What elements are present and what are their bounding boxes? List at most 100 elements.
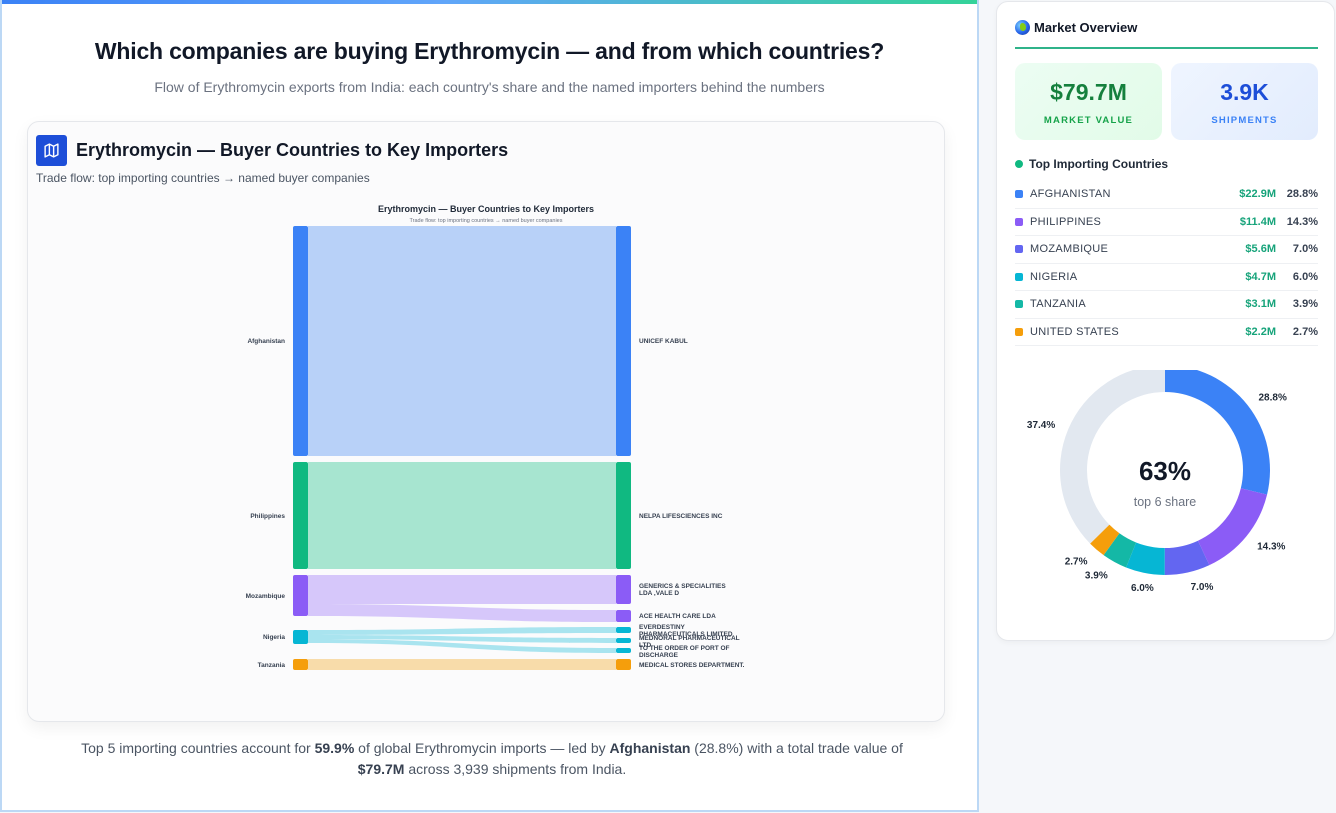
color-swatch-icon [1015,190,1023,199]
label-generics-line2: LDA ,VALE D [639,590,679,597]
kpi-shipments-label: SHIPMENTS [1211,115,1278,126]
country-row-philippines[interactable]: PHILIPPINES $11.4M 14.3% [1015,209,1318,236]
label-port-line1: TO THE ORDER OF PORT OF [639,645,730,652]
sankey-target-labels: UNICEF KABUL NELPA LIFESCIENCES INC GENE… [639,338,745,669]
node-mednoral[interactable] [616,638,631,643]
node-nelpa[interactable] [616,462,631,569]
donut-label: 7.0% [1191,582,1214,593]
link-afghanistan-unicef[interactable] [308,226,616,456]
market-overview-title: Market Overview [1034,20,1138,35]
share-donut-chart: 63% top 6 share 28.8% 14.3% 7.0% 6.0% 3.9% 2.… [1015,365,1318,630]
page-title: Which companies are buying Erythromycin … [94,38,885,64]
node-afghanistan[interactable] [293,226,308,456]
country-row-mozambique[interactable]: MOZAMBIQUE $5.6M 7.0% [1015,236,1318,264]
donut-segment-united-states[interactable] [1090,524,1120,556]
sankey-links [308,226,616,670]
country-value: $22.9M [1239,188,1276,201]
sankey-chart-card: Erythromycin — Buyer Countries to Key Im… [27,121,945,722]
node-tanzania[interactable] [293,659,308,670]
sankey-subtitle: Trade flow: top importing countries → na… [410,218,563,224]
main-panel: Which companies are buying Erythromycin … [0,0,979,812]
color-swatch-icon [1015,272,1023,281]
link-philippines-nelpa[interactable] [308,462,616,569]
country-pct: 3.9% [1292,298,1318,311]
top-countries-label: Top Importing Countries [1029,157,1169,171]
node-generics[interactable] [616,575,631,604]
summary-part: of global Erythromycin imports — led by [354,740,610,756]
country-pct: 14.3% [1286,215,1318,228]
country-row-united-states[interactable]: UNITED STATES $2.2M 2.7% [1015,319,1318,346]
donut-segments [1060,365,1270,575]
label-everdestiny-line2: PHARMACEUTICALS LIMITED [639,631,733,638]
node-medical-stores[interactable] [616,659,631,670]
country-row-nigeria[interactable]: NIGERIA $4.7M 6.0% [1015,264,1318,291]
node-everdestiny[interactable] [616,627,631,633]
top-countries-title: Top Importing Countries [1015,157,1168,171]
link-tanzania-msd[interactable] [308,659,616,670]
donut-segment-tanzania[interactable] [1103,533,1137,568]
node-mozambique[interactable] [293,575,308,616]
label-nigeria: Nigeria [263,634,285,641]
summary-text: Top 5 importing countries account for 59… [32,738,952,780]
donut-label: 14.3% [1257,541,1285,552]
donut-segment-nigeria[interactable] [1126,542,1165,575]
label-ace-health: ACE HEALTH CARE LDA [639,613,716,620]
country-list: AFGHANISTAN $22.9M 28.8% PHILIPPINES $11… [1015,181,1318,346]
color-swatch-icon [1015,217,1023,226]
color-swatch-icon [1015,327,1023,336]
country-name: TANZANIA [1030,298,1086,311]
country-value: $11.4M [1239,215,1276,228]
chart-card-subtitle: Trade flow: top importing countries → na… [36,171,370,185]
node-philippines[interactable] [293,462,308,569]
donut-label: 3.9% [1085,570,1108,581]
donut-label: 37.4% [1027,420,1055,431]
country-row-tanzania[interactable]: TANZANIA $3.1M 3.9% [1015,291,1318,319]
donut-label: 2.7% [1065,556,1088,567]
link-nigeria-everdestiny[interactable] [308,627,616,635]
donut-center-value: 63% [1139,456,1191,486]
summary-part: across 3,939 shipments from India. [404,761,627,777]
label-afghanistan: Afghanistan [247,338,285,345]
bullet-dot-icon [1015,160,1023,168]
kpi-market-value: $79.7M MARKET VALUE [1015,63,1162,140]
country-value: $2.2M [1245,325,1276,338]
country-value: $4.7M [1245,270,1276,283]
label-unicef-kabul: UNICEF KABUL [639,338,688,345]
country-pct: 2.7% [1292,325,1318,338]
node-unicef-kabul[interactable] [616,226,631,456]
donut-labels: 28.8% 14.3% 7.0% 6.0% 3.9% 2.7% 37.4% [1027,392,1287,593]
map-icon [36,135,67,166]
node-ace-health[interactable] [616,610,631,622]
globe-icon [1015,20,1030,35]
link-nigeria-mednoral[interactable] [308,635,616,643]
sankey-source-nodes [293,226,308,670]
divider [1015,47,1318,49]
donut-segment-others[interactable] [1060,365,1165,544]
label-mednoral-line1: MEDNORAL PHARMACEUTICAL [639,635,740,642]
country-name: PHILIPPINES [1030,215,1102,228]
node-nigeria[interactable] [293,630,308,644]
link-mozambique-generics[interactable] [308,575,616,604]
donut-segment-philippines[interactable] [1197,488,1268,566]
country-name: MOZAMBIQUE [1030,243,1109,256]
label-medical-stores: MEDICAL STORES DEPARTMENT. [639,662,745,669]
kpi-market-value-number: $79.7M [1050,79,1127,105]
donut-segment-mozambique[interactable] [1164,540,1210,575]
sankey-source-labels: Afghanistan Philippines Mozambique Niger… [246,338,286,669]
donut-segment-afghanistan[interactable] [1165,365,1270,495]
node-port-discharge[interactable] [616,648,631,653]
label-generics-line1: GENERICS & SPECIALITIES [639,583,726,590]
kpi-shipments-number: 3.9K [1220,79,1269,105]
country-pct: 28.8% [1286,188,1318,201]
country-row-afghanistan[interactable]: AFGHANISTAN $22.9M 28.8% [1015,181,1318,209]
market-overview-panel: Market Overview $79.7M MARKET VALUE 3.9K… [996,1,1335,641]
link-nigeria-port[interactable] [308,639,616,653]
link-mozambique-ace[interactable] [308,604,616,622]
summary-part: (28.8%) with a total trade value of [690,740,903,756]
donut-label: 6.0% [1131,583,1154,594]
sankey-target-nodes [616,226,631,670]
kpi-market-value-label: MARKET VALUE [1043,115,1134,126]
summary-leader: Afghanistan [609,740,691,756]
country-name: AFGHANISTAN [1030,188,1111,201]
sankey-title: Erythromycin — Buyer Countries to Key Im… [378,204,594,214]
